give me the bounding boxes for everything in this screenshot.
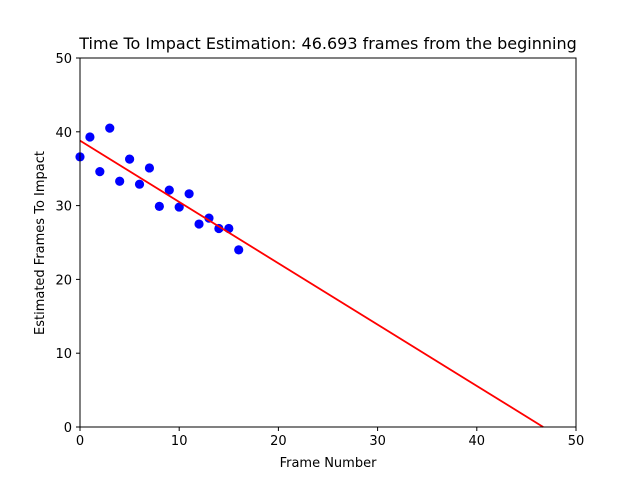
data-point-8 xyxy=(154,201,164,211)
fit-line xyxy=(79,139,544,428)
data-point-6 xyxy=(134,179,145,189)
plot-area: 0 10 20 30 40 50 0 10 20 30 40 50 xyxy=(55,52,584,449)
data-point-4 xyxy=(115,176,125,186)
data-point-12 xyxy=(194,219,204,229)
plot-frame xyxy=(79,57,577,428)
data-point-2 xyxy=(95,167,105,177)
x-tick-label-4: 40 xyxy=(469,434,486,449)
x-tick-label-0: 0 xyxy=(76,434,84,449)
data-point-10 xyxy=(174,202,184,212)
chart-title: Time To Impact Estimation: 46.693 frames… xyxy=(78,34,577,53)
data-point-3 xyxy=(105,123,115,133)
y-tick-label-1: 10 xyxy=(55,347,72,362)
data-point-9 xyxy=(164,185,174,195)
data-point-16 xyxy=(234,245,244,255)
data-point-5 xyxy=(125,154,135,164)
x-tick-label-3: 30 xyxy=(369,434,386,449)
y-axis-label: Estimated Frames To Impact xyxy=(33,151,48,335)
data-point-1 xyxy=(85,132,95,142)
data-point-7 xyxy=(144,163,155,173)
y-tick-label-0: 0 xyxy=(64,421,72,436)
y-tick-label-3: 30 xyxy=(55,200,72,215)
x-tick-label-1: 10 xyxy=(171,434,188,449)
y-tick-label-5: 50 xyxy=(55,52,72,67)
data-point-11 xyxy=(184,189,194,199)
x-tick-label-2: 20 xyxy=(270,434,287,449)
x-axis-label: Frame Number xyxy=(280,456,378,471)
data-point-13 xyxy=(204,213,214,223)
x-tick-label-5: 50 xyxy=(568,434,585,449)
y-tick-label-4: 40 xyxy=(55,126,72,141)
y-tick-label-2: 20 xyxy=(55,273,72,288)
data-point-14 xyxy=(214,223,224,234)
